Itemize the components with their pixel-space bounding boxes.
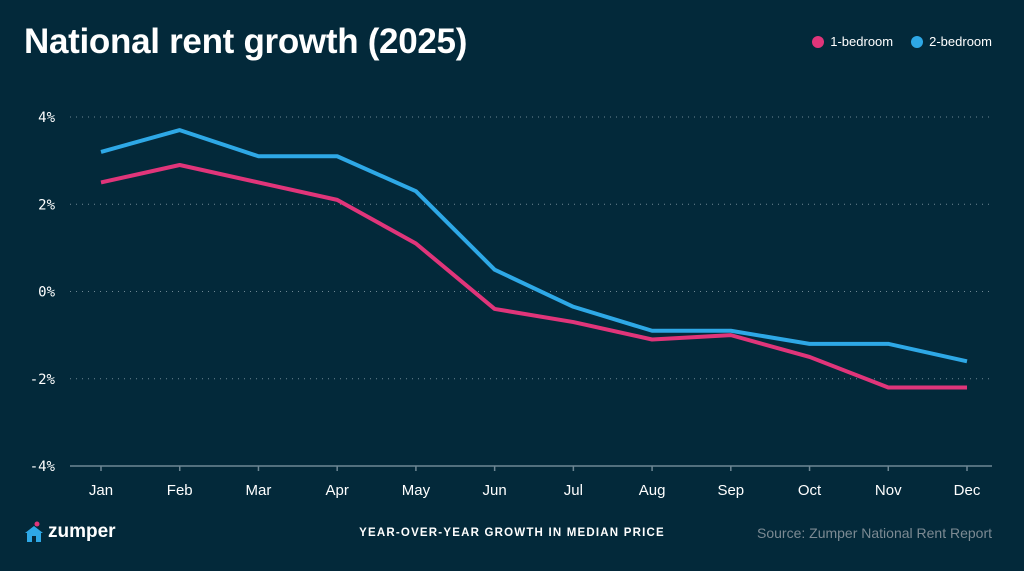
series-line-1-bedroom — [100, 162, 967, 390]
y-tick-label: -4% — [30, 459, 56, 475]
y-tick-label: 2% — [38, 197, 55, 213]
legend: 1-bedroom 2-bedroom — [812, 34, 992, 49]
legend-item-1-bedroom: 1-bedroom — [812, 34, 893, 49]
y-tick-label: 4% — [38, 110, 55, 126]
legend-swatch-2-bedroom — [911, 35, 924, 48]
x-tick-label: Mar — [246, 482, 272, 499]
source-note: Source: Zumper National Rent Report — [757, 525, 992, 541]
series-line-2-bedroom — [100, 128, 968, 364]
x-axis-caption: YEAR-OVER-YEAR GROWTH IN MEDIAN PRICE — [359, 527, 665, 539]
house-icon — [25, 521, 43, 542]
x-tick-label: Jul — [564, 482, 583, 499]
legend-swatch-1-bedroom — [812, 35, 825, 48]
x-tick-label: Feb — [167, 482, 193, 499]
x-tick-label: Nov — [875, 482, 902, 499]
x-tick-label: Aug — [639, 482, 666, 499]
x-tick-label: May — [402, 482, 431, 499]
x-tick-label: Oct — [798, 482, 822, 499]
y-tick-label: 0% — [38, 285, 55, 301]
x-tick-label: Sep — [717, 482, 744, 499]
y-tick-label: -2% — [30, 372, 56, 388]
brand-name: zumper — [48, 521, 116, 542]
x-tick-label: Jun — [483, 482, 507, 499]
chart-title: National rent growth (2025) — [24, 22, 468, 61]
legend-label: 1-bedroom — [830, 34, 894, 49]
x-tick-label: Jan — [89, 482, 113, 499]
zumper-logo: zumper — [24, 520, 116, 544]
legend-item-2-bedroom: 2-bedroom — [911, 34, 992, 49]
legend-label: 2-bedroom — [929, 34, 992, 49]
x-tick-label: Apr — [326, 482, 349, 499]
x-tick-label: Dec — [954, 482, 981, 499]
